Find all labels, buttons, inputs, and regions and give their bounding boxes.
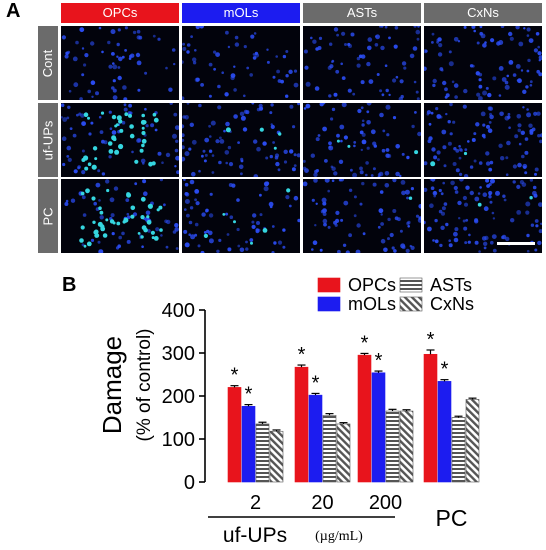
column-header-asts: ASTs [303,3,421,23]
x-tick-label-20: 20 [311,492,333,514]
legend-label-mols: mOLs [348,294,396,314]
bar-asts-2 [255,423,270,483]
significance-star: * [245,384,253,406]
legend-swatch-mols [317,296,341,312]
column-header-mols: mOLs [182,3,300,23]
bar-mols-200 [371,372,386,483]
bar-cxns-20 [336,423,351,483]
micrograph-pc-asts [303,179,421,253]
significance-star: * [375,350,383,372]
x-tick-label-200: 200 [369,492,402,514]
y-axis-sublabel: (% of control) [134,329,155,442]
micrograph-uf-ups-asts [303,103,421,177]
micrograph-pc-mols [182,179,300,253]
row-label-pc: PC [38,179,58,253]
y-axis-label: Damage [97,336,127,434]
bar-cxns-pc [465,399,480,483]
bar-opcs-200 [357,354,372,483]
row-label-cont: Cont [38,26,58,100]
micrograph-uf-ups-cxns [424,103,542,177]
damage-bar-chart: Damage (% of control) 0 100 200 300 400 * * * *… [97,275,480,547]
bar-cxns-2 [269,430,284,483]
significance-star: * [361,332,369,354]
legend-label-asts: ASTs [430,275,472,295]
bar-opcs-20 [294,366,309,483]
bar-opcs-2 [227,387,242,483]
micrograph-uf-ups-mols [182,103,300,177]
bar-mols-20 [308,394,323,483]
significance-star: * [312,372,320,394]
micrograph-pc-opcs [61,179,179,253]
legend-swatch-cxns [399,296,423,312]
y-tick-label: 400 [162,300,195,322]
row-label-uf-ups: uf-UPs [38,103,58,177]
micrograph-cont-mols [182,26,300,100]
bar-mols-2 [241,406,256,483]
micrograph-cont-asts [303,26,421,100]
bar-asts-pc [451,417,466,483]
scale-bar [497,242,535,245]
panel-a-letter: A [6,0,21,22]
legend-label-opcs: OPCs [348,275,396,295]
legend-swatch-asts [399,277,423,293]
micrograph-cont-opcs [61,26,179,100]
significance-star: * [441,359,449,381]
legend-swatch-opcs [317,277,341,293]
legend-label-cxns: CxNs [430,294,474,314]
bar-asts-200 [385,410,400,483]
panel-b-letter: B [62,274,77,296]
y-tick-label: 200 [162,386,195,408]
micrograph-uf-ups-opcs [61,103,179,177]
y-tick-label: 300 [162,343,195,365]
group-label: uf-UPs [223,524,287,547]
y-tick-label: 100 [162,429,195,451]
significance-star: * [298,344,306,366]
micrograph-pc-cxns [424,179,542,253]
column-header-opcs: OPCs [61,3,179,23]
x-tick-label-2: 2 [250,492,261,514]
bar-mols-pc [437,381,452,483]
group-unit: (µg/mL) [315,529,363,544]
significance-star: * [231,365,239,387]
significance-star: * [427,329,435,351]
bar-cxns-200 [399,410,414,483]
bar-asts-20 [322,415,337,483]
y-tick-label: 0 [184,472,195,494]
bar-opcs-pc [423,353,438,483]
column-header-cxns: CxNs [424,3,542,23]
x-tick-label-pc: PC [436,505,468,531]
micrograph-cont-cxns [424,26,542,100]
